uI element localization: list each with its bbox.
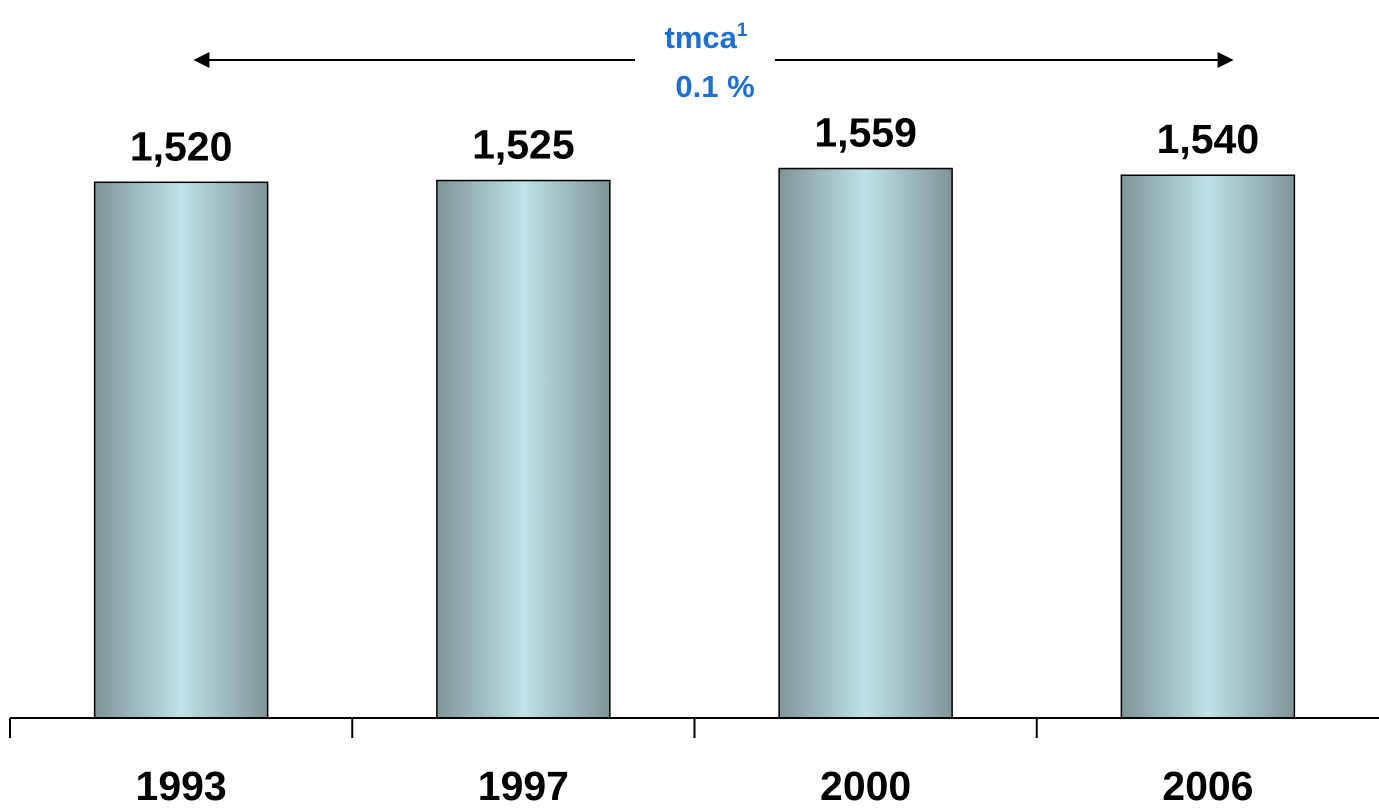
x-axis-tick-labels: 1993 1997 2000 2006 [136, 763, 1254, 809]
tick-label-1997: 1997 [478, 763, 569, 809]
bar-2006 [1120, 174, 1296, 719]
tick-label-2006: 2006 [1162, 763, 1253, 809]
bar-series [93, 167, 1296, 719]
cagr-label: tmca1 [665, 20, 748, 55]
data-labels: 1,520 1,525 1,559 1,540 [130, 110, 1259, 170]
data-label-2006: 1,540 [1157, 116, 1260, 162]
bar-1993 [93, 181, 269, 719]
cagr-value: 0.1 % [675, 69, 754, 104]
tick-label-2000: 2000 [820, 763, 911, 809]
tick-label-1993: 1993 [136, 763, 227, 809]
cagr-annotation: tmca1 0.1 % [193, 20, 1234, 104]
bar-1997 [436, 179, 611, 719]
data-label-2000: 1,559 [814, 110, 917, 156]
data-label-1997: 1,525 [472, 122, 575, 168]
x-axis [9, 717, 1379, 738]
data-label-1993: 1,520 [130, 123, 233, 169]
bar-2000 [778, 167, 953, 719]
